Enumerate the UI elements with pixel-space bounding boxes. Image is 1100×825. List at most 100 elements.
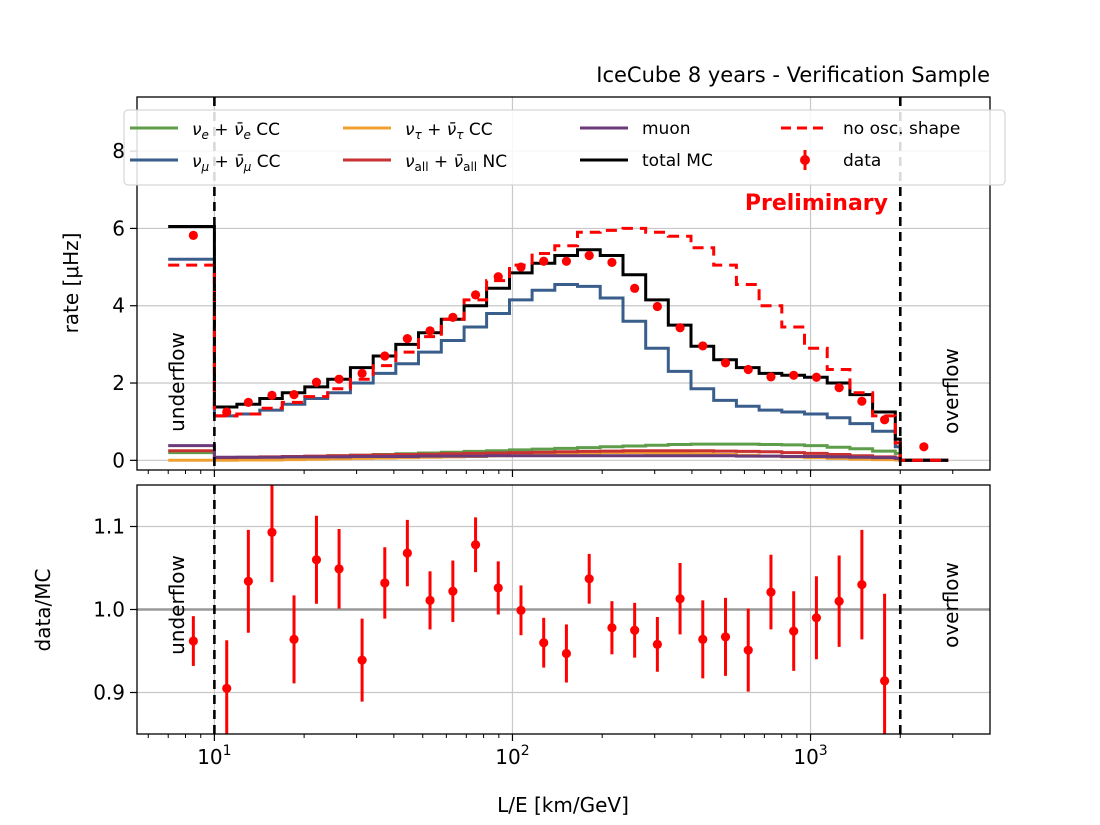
y-tick-label: 8 — [112, 139, 125, 163]
data-point — [880, 415, 890, 425]
data-point — [267, 390, 277, 400]
ratio-point — [720, 632, 731, 642]
legend-item-data: data — [800, 150, 881, 171]
legend-item-nutau-cc: ντ + ν̄τ CC — [343, 120, 493, 142]
data-point — [493, 272, 503, 282]
ratio-point — [630, 625, 640, 635]
data-point — [539, 256, 549, 266]
y-tick-label: 6 — [112, 216, 125, 240]
legend-item-total-mc: total MC — [580, 151, 713, 171]
legend-item-nue-cc: νe + ν̄e CC — [130, 120, 280, 142]
data-point — [857, 396, 867, 406]
ratio-point — [857, 580, 867, 590]
x-tick-label: 102 — [495, 743, 529, 769]
bottom-panel: 0.9 1.0 1.1 101 102 103 data/MC underflow ov… — [31, 484, 991, 817]
svg-text:νe + ν̄e CC: νe + ν̄e CC — [192, 120, 280, 142]
ratio-point — [766, 587, 776, 597]
ratio-point — [880, 676, 890, 686]
ratio-point — [267, 527, 277, 537]
data-point — [402, 333, 412, 344]
data-point — [243, 397, 253, 407]
data-point — [470, 290, 481, 300]
top-panel: 0 2 4 6 8 rate [μHz] underflow overflow Prel… — [59, 96, 1006, 477]
y-tick-label: 1.1 — [93, 515, 125, 539]
svg-text:ντ + ν̄τ CC: ντ + ν̄τ CC — [405, 120, 493, 142]
legend-item-muon: muon — [580, 119, 691, 139]
svg-text:total MC: total MC — [642, 151, 713, 171]
ratio-point — [380, 578, 390, 588]
bottom-y-ticks: 0.9 1.0 1.1 — [93, 515, 137, 705]
chart-title: IceCube 8 years - Verification Sample — [596, 63, 990, 87]
ratio-point — [188, 636, 198, 646]
data-point — [630, 283, 640, 293]
legend-item-nuall-nc: νall + ν̄all NC — [343, 152, 507, 174]
data-point — [334, 374, 344, 384]
ratio-point — [561, 648, 572, 659]
top-underflow-label: underflow — [165, 332, 189, 432]
data-point — [698, 341, 708, 351]
data-point — [919, 442, 929, 452]
ratio-point — [448, 586, 458, 596]
series-1-step-line — [168, 257, 949, 462]
bottom-y-axis-label: data/MC — [31, 568, 55, 651]
data-point — [188, 230, 198, 240]
bottom-region-boundaries — [213, 485, 902, 734]
ratio-point — [334, 564, 344, 574]
series-4-step-line — [168, 444, 949, 462]
data-point — [584, 250, 594, 261]
data-point — [311, 377, 322, 387]
ratio-point — [584, 574, 594, 584]
ratio-point — [311, 555, 322, 565]
top-axes-frame — [136, 96, 991, 471]
ratio-point — [470, 540, 481, 550]
preliminary-annotation: Preliminary — [745, 191, 888, 216]
bottom-series-group — [137, 485, 990, 734]
x-tick-label: 101 — [197, 743, 231, 769]
data-point — [652, 301, 662, 312]
ratio-point — [539, 638, 549, 648]
data-point — [516, 262, 526, 272]
ratio-point — [493, 583, 503, 593]
series-5-step-line — [168, 225, 949, 462]
data-point — [289, 390, 299, 400]
data-point — [448, 312, 458, 322]
x-axis-label: L/E [km/GeV] — [497, 793, 629, 817]
ratio-point — [834, 596, 844, 606]
svg-text:muon: muon — [642, 119, 691, 139]
y-tick-label: 0.9 — [93, 681, 125, 705]
top-x-ticks — [147, 470, 954, 477]
bottom-overflow-label: overflow — [939, 562, 963, 648]
ratio-point — [402, 548, 412, 558]
top-y-axis-label: rate [μHz] — [59, 233, 83, 334]
top-y-ticks: 0 2 4 6 8 — [112, 139, 137, 472]
data-point — [357, 368, 367, 378]
ratio-point — [789, 626, 799, 636]
svg-text:no osc. shape: no osc. shape — [843, 119, 960, 139]
ratio-point — [222, 683, 232, 693]
data-point — [561, 256, 572, 266]
ratio-point — [357, 655, 367, 665]
ratio-point — [516, 605, 526, 615]
y-tick-label: 4 — [112, 294, 125, 318]
ratio-point — [289, 634, 299, 644]
ratio-point — [811, 613, 822, 623]
data-point — [380, 351, 390, 361]
y-tick-label: 0 — [112, 448, 125, 472]
x-tick-label: 103 — [793, 743, 827, 769]
data-point — [811, 372, 822, 382]
data-point — [789, 370, 799, 380]
series-6-step-line — [168, 226, 949, 462]
ratio-point — [698, 634, 708, 644]
data-point — [222, 407, 232, 417]
top-series-group — [168, 225, 949, 462]
legend: νe + ν̄e CC νμ + ν̄μ CC ντ + ν̄τ CC νall… — [123, 109, 1006, 186]
legend-item-no-osc: no osc. shape — [781, 119, 960, 139]
bottom-underflow-label: underflow — [165, 555, 189, 655]
y-tick-label: 2 — [112, 371, 125, 395]
legend-item-numu-cc: νμ + ν̄μ CC — [130, 152, 281, 174]
data-point — [720, 358, 731, 368]
data-point — [675, 323, 685, 333]
y-tick-label: 1.0 — [93, 598, 125, 622]
top-overflow-label: overflow — [939, 348, 963, 434]
